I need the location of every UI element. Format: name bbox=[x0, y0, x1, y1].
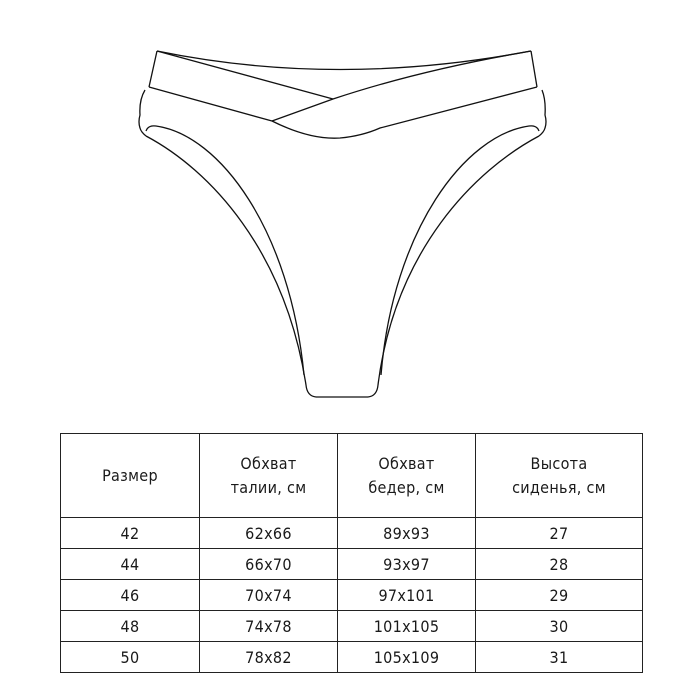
left-leg-outer bbox=[145, 135, 317, 398]
waistband-left-front bbox=[156, 50, 334, 100]
body-right-hip bbox=[538, 89, 547, 137]
cell-waist: 66x70 bbox=[199, 548, 338, 580]
cell-rise: 30 bbox=[475, 610, 643, 642]
cell-hips: 101x105 bbox=[337, 610, 476, 642]
briefs-illustration bbox=[138, 50, 547, 398]
cell-size: 46 bbox=[60, 579, 200, 611]
header-waist: Обхват талии, см bbox=[199, 433, 338, 518]
table-row: 50 78x82 105x109 31 bbox=[60, 641, 643, 673]
header-rise: Высота сиденья, см bbox=[475, 433, 643, 518]
header-text: Обхват bbox=[240, 453, 297, 473]
cell-size: 42 bbox=[60, 517, 200, 549]
waistband-top-edge bbox=[156, 50, 532, 71]
cell-waist: 70x74 bbox=[199, 579, 338, 611]
header-text: Размер bbox=[102, 465, 158, 485]
cell-rise: 27 bbox=[475, 517, 643, 549]
table-row: 48 74x78 101x105 30 bbox=[60, 610, 643, 642]
size-chart-table: Размер Обхват талии, см Обхват бедер, см В… bbox=[60, 433, 643, 673]
cell-hips: 93x97 bbox=[337, 548, 476, 580]
header-text: Обхват bbox=[378, 453, 435, 473]
right-leg-outer bbox=[367, 135, 540, 398]
cell-size: 50 bbox=[60, 641, 200, 673]
cell-rise: 29 bbox=[475, 579, 643, 611]
right-leg-inner bbox=[380, 125, 540, 376]
body-left-hip bbox=[138, 89, 147, 137]
cell-waist: 78x82 bbox=[199, 641, 338, 673]
cell-size: 44 bbox=[60, 548, 200, 580]
table-row: 44 66x70 93x97 28 bbox=[60, 548, 643, 580]
cell-hips: 89x93 bbox=[337, 517, 476, 549]
waistband-left-lower bbox=[148, 86, 538, 139]
header-text: сиденья, см bbox=[512, 477, 606, 497]
cell-rise: 28 bbox=[475, 548, 643, 580]
table-row: 42 62x66 89x93 27 bbox=[60, 517, 643, 549]
cell-rise: 31 bbox=[475, 641, 643, 673]
header-text: бедер, см bbox=[368, 477, 445, 497]
table-row: 46 70x74 97x101 29 bbox=[60, 579, 643, 611]
cell-waist: 74x78 bbox=[199, 610, 338, 642]
left-leg-inner bbox=[145, 125, 305, 376]
cell-size: 48 bbox=[60, 610, 200, 642]
table-header-row: Размер Обхват талии, см Обхват бедер, см В… bbox=[60, 433, 643, 518]
header-size: Размер bbox=[60, 433, 200, 518]
header-text: талии, см bbox=[230, 477, 307, 497]
waistband-right-front bbox=[271, 50, 532, 122]
cell-hips: 97x101 bbox=[337, 579, 476, 611]
cell-waist: 62x66 bbox=[199, 517, 338, 549]
header-text: Высота bbox=[530, 453, 588, 473]
waistband-left-side bbox=[148, 50, 158, 88]
header-hips: Обхват бедер, см bbox=[337, 433, 476, 518]
waistband-right-side bbox=[530, 50, 538, 88]
cell-hips: 105x109 bbox=[337, 641, 476, 673]
